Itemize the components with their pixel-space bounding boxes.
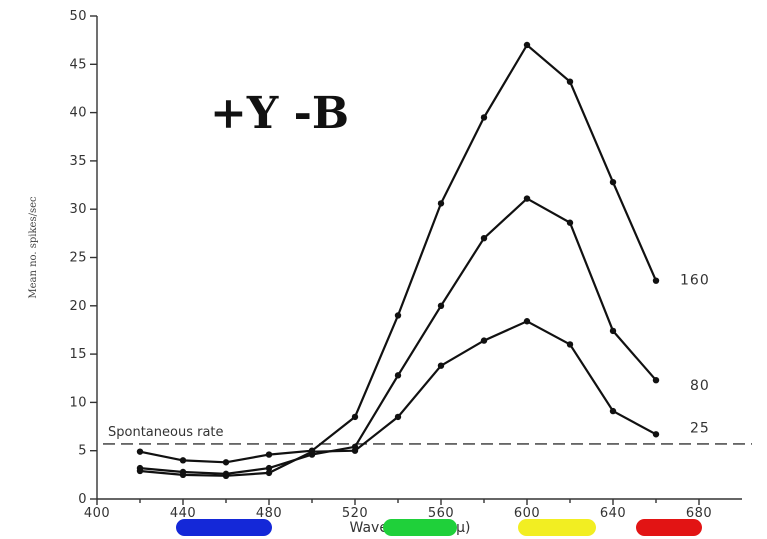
data-point-160 xyxy=(136,448,144,455)
y-tick-label: 5 xyxy=(78,444,87,459)
data-point-80 xyxy=(265,464,273,472)
data-point-25 xyxy=(136,467,144,475)
data-point-25 xyxy=(480,337,488,344)
color-bars xyxy=(176,519,702,536)
data-point-25 xyxy=(609,407,617,415)
data-point-160 xyxy=(523,41,531,49)
x-tick-label: 680 xyxy=(686,506,712,521)
spontaneous-rate-label: Spontaneous rate xyxy=(108,425,224,440)
data-point-160 xyxy=(566,78,574,85)
y-tick-label: 50 xyxy=(69,9,87,24)
data-point-25 xyxy=(652,431,660,438)
y-tick-label: 25 xyxy=(69,251,87,266)
data-point-25 xyxy=(566,341,574,348)
x-tick-label: 520 xyxy=(342,506,368,521)
axes: 0 5 10 15 20 25 30 35 40 45 50 400 440 480 520 560 600 64… xyxy=(28,9,742,521)
data-point-160 xyxy=(179,457,187,464)
color-bar-1 xyxy=(383,519,457,536)
data-point-80 xyxy=(480,234,488,242)
data-point-25 xyxy=(523,318,531,325)
data-point-25 xyxy=(394,413,402,421)
series-end-label-160: 160 xyxy=(680,273,710,289)
data-point-80 xyxy=(437,302,445,309)
series-end-label-25: 25 xyxy=(690,420,710,436)
data-point-25 xyxy=(265,469,273,477)
color-bar-2 xyxy=(518,519,596,536)
x-tick-label: 600 xyxy=(514,506,540,521)
x-tick-label: 400 xyxy=(84,506,110,521)
x-tick-label: 480 xyxy=(256,506,282,521)
data-point-25 xyxy=(222,472,230,480)
data-point-80 xyxy=(523,195,531,202)
data-point-25 xyxy=(179,471,187,479)
color-bar-0 xyxy=(176,519,272,536)
color-bar-3 xyxy=(636,519,702,536)
y-tick-label: 45 xyxy=(69,57,87,72)
data-point-80 xyxy=(609,327,617,335)
data-point-160 xyxy=(222,459,230,466)
data-point-160 xyxy=(265,451,273,458)
data-point-25 xyxy=(437,362,445,369)
data-point-25 xyxy=(308,448,316,455)
x-tick-label: 560 xyxy=(428,506,454,521)
data-point-25 xyxy=(351,447,359,454)
y-tick-label: 10 xyxy=(69,395,87,410)
y-tick-label: 30 xyxy=(69,202,87,217)
data-point-160 xyxy=(480,114,488,121)
y-tick-label: 35 xyxy=(69,154,87,169)
x-tick-label: 440 xyxy=(170,506,196,521)
series-group xyxy=(136,41,660,480)
spontaneous-rate-line-group: Spontaneous rate xyxy=(103,425,752,445)
series-line-25 xyxy=(139,320,657,477)
y-tick-label: 40 xyxy=(69,106,87,121)
data-point-160 xyxy=(437,200,445,207)
y-tick-label: 15 xyxy=(69,347,87,362)
data-point-160 xyxy=(351,413,359,421)
data-point-160 xyxy=(394,312,402,319)
chart-title: +Y -B xyxy=(210,88,349,139)
y-axis-label: Mean no. spikes/sec xyxy=(28,196,39,299)
data-point-80 xyxy=(652,376,660,384)
data-point-160 xyxy=(652,277,660,284)
data-point-80 xyxy=(566,219,574,226)
x-tick-label: 640 xyxy=(600,506,626,521)
y-tick-label: 0 xyxy=(78,492,87,507)
series-end-label-80: 80 xyxy=(690,378,710,394)
data-point-80 xyxy=(394,372,402,379)
y-tick-label: 20 xyxy=(69,299,87,314)
data-point-160 xyxy=(609,178,617,186)
